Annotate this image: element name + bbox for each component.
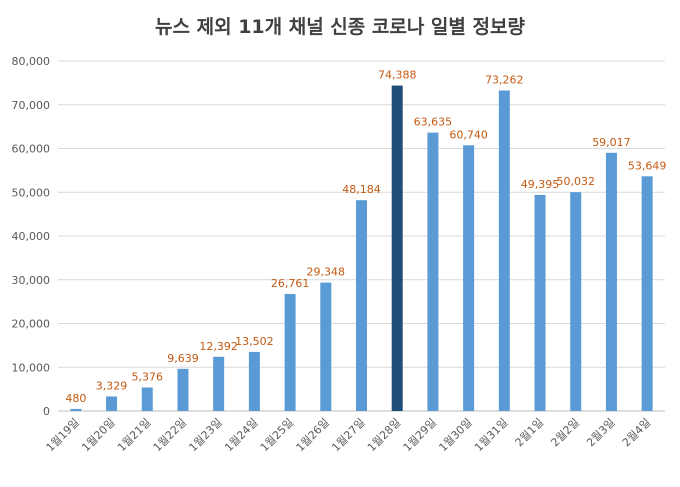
- x-tick-label: 1월30일: [436, 415, 475, 454]
- x-tick-label: 1월19일: [43, 415, 82, 454]
- data-label: 480: [65, 392, 86, 405]
- y-tick-label: 50,000: [12, 186, 51, 199]
- data-label: 48,184: [342, 183, 381, 196]
- bar: [498, 90, 510, 411]
- data-label: 49,395: [521, 178, 560, 191]
- data-label: 26,761: [271, 277, 310, 290]
- data-label: 60,740: [449, 128, 488, 141]
- data-label: 29,348: [307, 266, 346, 279]
- bar: [534, 194, 546, 411]
- x-tick-label: 2월2일: [548, 415, 582, 449]
- x-tick-label: 1월24일: [221, 415, 260, 454]
- bar: [391, 85, 403, 412]
- bar: [320, 282, 332, 411]
- y-tick-label: 80,000: [12, 55, 51, 68]
- data-label: 53,649: [628, 159, 667, 172]
- chart-title: 뉴스 제외 11개 채널 신종 코로나 일별 정보량: [155, 16, 525, 38]
- y-tick-label: 70,000: [12, 99, 51, 112]
- x-tick-label: 2월1일: [512, 415, 546, 449]
- data-label: 13,502: [235, 335, 274, 348]
- data-label: 3,329: [96, 379, 128, 392]
- x-tick-label: 1월27일: [329, 415, 368, 454]
- y-tick-label: 0: [43, 405, 50, 418]
- x-tick-label: 1월29일: [400, 415, 439, 454]
- y-tick-label: 30,000: [12, 274, 51, 287]
- x-tick-label: 1월20일: [79, 415, 118, 454]
- x-tick-label: 1월23일: [186, 415, 225, 454]
- bar: [70, 408, 82, 411]
- x-tick-label: 2월3일: [583, 415, 617, 449]
- x-tick-label: 1월26일: [293, 415, 332, 454]
- bar: [106, 396, 118, 411]
- y-tick-label: 60,000: [12, 143, 51, 156]
- bar: [570, 192, 582, 411]
- data-label: 5,376: [132, 370, 164, 383]
- bar: [177, 368, 189, 411]
- x-tick-label: 1월31일: [471, 415, 510, 454]
- data-label: 63,635: [414, 116, 453, 129]
- x-tick-label: 1월21일: [114, 415, 153, 454]
- bar: [141, 387, 153, 411]
- x-tick-label: 1월22일: [150, 415, 189, 454]
- bar: [427, 132, 439, 412]
- x-tick-label: 2월4일: [619, 415, 653, 449]
- data-label: 9,639: [167, 352, 199, 365]
- x-tick-label: 1월25일: [257, 415, 296, 454]
- bar: [463, 145, 475, 411]
- data-label: 59,017: [592, 136, 631, 149]
- y-tick-label: 20,000: [12, 318, 51, 331]
- y-tick-label: 10,000: [12, 361, 51, 374]
- data-label: 74,388: [378, 69, 417, 82]
- x-tick-label: 1월28일: [364, 415, 403, 454]
- data-label: 73,262: [485, 73, 524, 86]
- bar: [641, 176, 653, 411]
- bar: [605, 152, 617, 411]
- bar: [356, 200, 367, 411]
- bar: [213, 356, 225, 411]
- data-label: 50,032: [556, 175, 595, 188]
- data-label: 12,392: [199, 340, 238, 353]
- y-tick-label: 40,000: [12, 230, 51, 243]
- bar: [248, 351, 260, 411]
- bar: [284, 293, 296, 411]
